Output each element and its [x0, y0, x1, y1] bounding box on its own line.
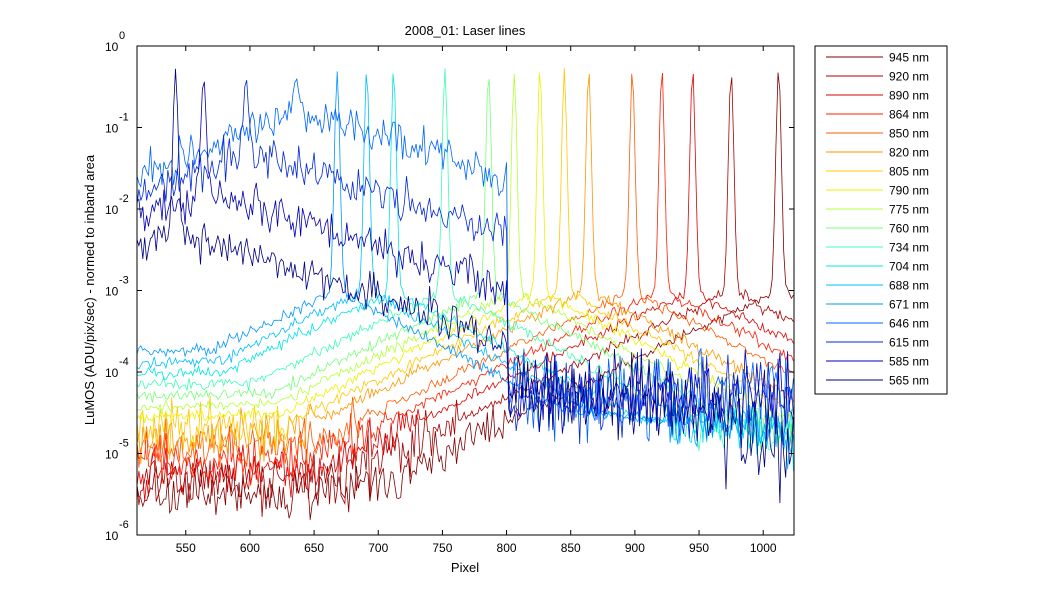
x-tick-label: 1000	[750, 541, 777, 555]
y-tick-label-base: 10	[105, 285, 119, 299]
y-tick-label-base: 10	[105, 203, 119, 217]
legend-label: 734 nm	[889, 241, 929, 255]
x-tick-label: 700	[368, 541, 388, 555]
y-tick-label-base: 10	[105, 529, 119, 543]
legend-label: 790 nm	[889, 184, 929, 198]
legend-label: 805 nm	[889, 165, 929, 179]
legend-label: 920 nm	[889, 70, 929, 84]
series-line-864-nm	[137, 72, 794, 486]
x-tick-label: 850	[561, 541, 581, 555]
legend-label: 585 nm	[889, 355, 929, 369]
series-line-890-nm	[137, 73, 794, 502]
y-tick-label-exponent: -3	[119, 275, 129, 287]
legend: 945 nm 920 nm 890 nm 864 nm 850 nm 820 nm 805 …	[814, 45, 948, 395]
x-tick-label: 800	[497, 541, 517, 555]
legend-label: 646 nm	[889, 317, 929, 331]
x-axis: 550 600 650 700 750 800 850 900 950 1000	[176, 46, 777, 555]
y-tick-label-exponent: -1	[119, 112, 129, 124]
series-line-820-nm	[137, 74, 794, 464]
legend-label: 671 nm	[889, 298, 929, 312]
y-axis-label: LuMOS (ADU/pix/sec) - normed to inband a…	[82, 154, 97, 425]
series-line-775-nm	[137, 73, 794, 449]
legend-label: 864 nm	[889, 108, 929, 122]
y-tick-label-exponent: -4	[119, 356, 129, 368]
x-tick-label: 950	[689, 541, 709, 555]
x-tick-label: 550	[176, 541, 196, 555]
x-tick-label: 750	[432, 541, 452, 555]
legend-label: 565 nm	[889, 374, 929, 388]
legend-label: 850 nm	[889, 127, 929, 141]
series-line-850-nm	[137, 73, 794, 468]
x-tick-label: 650	[304, 541, 324, 555]
series-line-565-nm	[137, 68, 794, 504]
legend-label: 615 nm	[889, 336, 929, 350]
series-line-945-nm	[137, 72, 794, 520]
x-tick-label: 900	[625, 541, 645, 555]
x-axis-label: Pixel	[451, 560, 479, 575]
series-line-734-nm	[137, 68, 794, 451]
y-tick-label-base: 10	[105, 366, 119, 380]
y-tick-label-base: 10	[105, 122, 119, 136]
plot-background	[137, 46, 794, 535]
legend-label: 704 nm	[889, 260, 929, 274]
series-line-615-nm	[137, 79, 794, 449]
y-tick-label-base: 10	[105, 448, 119, 462]
series-line-760-nm	[137, 79, 794, 451]
series-line-585-nm	[137, 81, 794, 441]
legend-label: 775 nm	[889, 203, 929, 217]
legend-label: 688 nm	[889, 279, 929, 293]
legend-box	[814, 45, 948, 395]
y-tick-label-exponent: -6	[119, 519, 129, 531]
y-tick-label-exponent: 0	[119, 30, 125, 42]
series-line-805-nm	[137, 68, 794, 460]
y-tick-label-exponent: -2	[119, 193, 129, 205]
plot-area	[136, 45, 795, 536]
legend-label: 890 nm	[889, 89, 929, 103]
y-tick-label-base: 10	[105, 40, 119, 54]
legend-label: 820 nm	[889, 146, 929, 160]
y-tick-label-exponent: -5	[119, 438, 129, 450]
x-tick-label: 600	[240, 541, 260, 555]
series-lines	[137, 68, 794, 520]
legend-label: 760 nm	[889, 222, 929, 236]
legend-label: 945 nm	[889, 51, 929, 65]
chart-title: 2008_01: Laser lines	[405, 23, 526, 38]
